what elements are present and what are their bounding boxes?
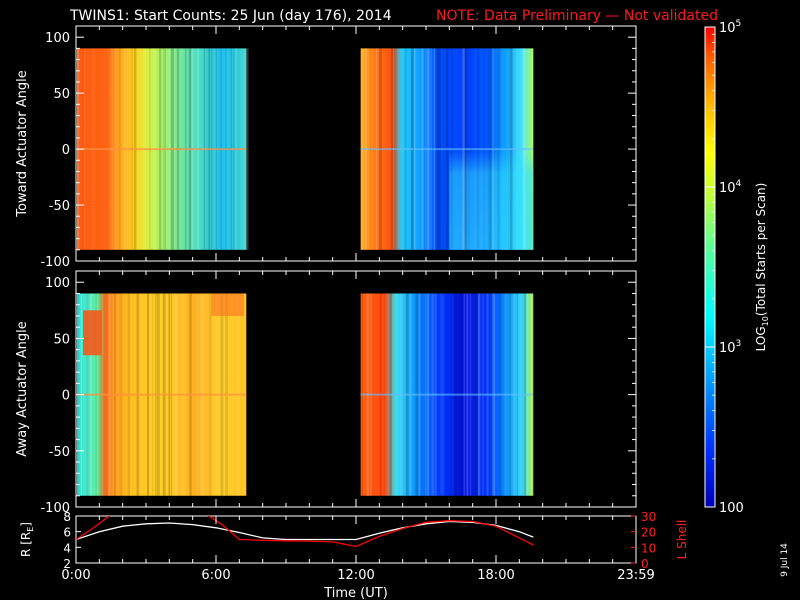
x-tick-label: 12:00: [337, 568, 374, 583]
r-tick-label: 8: [63, 510, 71, 524]
y-tick-label: -50: [49, 445, 70, 460]
y-tick-label: 0: [62, 389, 70, 404]
away-y-label: Away Actuator Angle: [15, 321, 30, 456]
date-stamp: 9 Jul 14: [780, 543, 790, 577]
r-axis-label: R [RE]: [19, 522, 35, 557]
lshell-line: [76, 516, 534, 548]
x-tick-label: 6:00: [201, 568, 230, 583]
colorbar-gradient: [704, 26, 716, 508]
lshell-tick-label: 10: [641, 541, 656, 555]
preliminary-note: NOTE: Data Preliminary — Not validated: [436, 8, 718, 24]
r-tick-label: 6: [63, 526, 71, 540]
colorbar-tick-label: 103: [719, 339, 741, 356]
colorbar: 100 103 104 105 LOG10(Total Starts per Scan…: [704, 19, 770, 516]
x-tick-label: 0:00: [61, 568, 90, 583]
away-high-count-patch: [83, 310, 102, 356]
colorbar-tick-label: 105: [719, 19, 741, 36]
lshell-tick-label: 20: [641, 526, 656, 540]
x-tick-label: 23:59: [617, 568, 654, 583]
colorbar-tick-label: 104: [719, 179, 742, 196]
y-tick-label: -50: [49, 199, 70, 214]
chart-title: TWINS1: Start Counts: 25 Jun (day 176), …: [69, 8, 392, 24]
r-tick-label: 2: [63, 557, 71, 571]
y-tick-label: 0: [62, 143, 70, 158]
y-tick-label: 100: [45, 276, 70, 291]
toward-spectrogram-stripes: [77, 48, 534, 250]
away-y-axis: -100 -50 0 50 100: [40, 270, 637, 516]
toward-actuator-panel: -100 -50 0 50 100 Toward Actuator Angle: [15, 25, 637, 270]
y-tick-label: 50: [53, 332, 70, 347]
lshell-axis-label: L Shell: [675, 520, 689, 560]
lshell-tick-label: 0: [641, 557, 649, 571]
r-axis: 2 46 8: [63, 510, 81, 571]
colorbar-tick-label: 100: [719, 501, 744, 516]
toward-y-axis: -100 -50 0 50 100: [40, 25, 637, 270]
colorbar-label: LOG10(Total Starts per Scan): [754, 183, 770, 352]
lshell-tick-label: 30: [641, 510, 656, 524]
y-tick-label: 50: [53, 87, 70, 102]
r-tick-label: 4: [63, 541, 71, 555]
y-tick-label: -100: [40, 255, 70, 270]
y-tick-label: -100: [40, 501, 70, 516]
y-tick-label: 100: [45, 31, 70, 46]
time-axis: 0:00 6:00 12:00 18:00 23:59: [61, 516, 655, 583]
toward-y-label: Toward Actuator Angle: [15, 70, 30, 217]
away-actuator-panel: -100 -50 0 50 100 Away Actuator Angle: [15, 270, 637, 516]
away-upper-streak: [211, 293, 244, 316]
x-axis-label: Time (UT): [323, 586, 388, 600]
r-distance-line: [76, 520, 534, 541]
x-tick-label: 18:00: [477, 568, 514, 583]
